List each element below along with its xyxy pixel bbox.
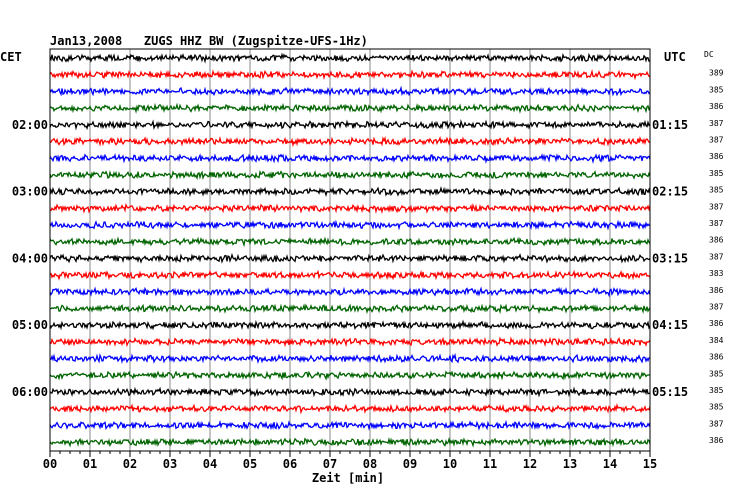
- cet-time-label: 06:00: [12, 385, 48, 399]
- dc-value: 386: [709, 102, 724, 111]
- trace-18: [49, 352, 651, 365]
- dc-value: 385: [709, 403, 724, 412]
- dc-value: 385: [709, 369, 724, 378]
- dc-value: 385: [709, 386, 724, 395]
- x-tick-label-03: 03: [163, 457, 177, 471]
- seismic-traces: [49, 52, 651, 448]
- trace-21: [49, 402, 651, 415]
- dc-value: 387: [709, 219, 724, 228]
- trace-16: [49, 319, 651, 331]
- dc-value: 386: [709, 436, 724, 445]
- x-tick-label-07: 07: [323, 457, 337, 471]
- trace-12: [49, 252, 651, 264]
- dc-value: 385: [709, 186, 724, 195]
- utc-time-label: 03:15: [652, 251, 688, 265]
- time-grid: [49, 49, 651, 451]
- dc-value: 383: [709, 269, 724, 278]
- x-tick-label-15: 15: [643, 457, 657, 471]
- trace-22: [49, 419, 651, 431]
- x-tick-label-14: 14: [603, 457, 617, 471]
- dc-value: 384: [709, 336, 724, 345]
- x-tick-label-02: 02: [123, 457, 137, 471]
- utc-time-label: 05:15: [652, 385, 688, 399]
- chart-title: Jan13,2008 ZUGS HHZ BW (Zugspitze-UFS-1H…: [50, 34, 368, 48]
- x-tick-label-13: 13: [563, 457, 577, 471]
- trace-6: [49, 153, 651, 165]
- x-tick-label-09: 09: [403, 457, 417, 471]
- x-tick-label-08: 08: [363, 457, 377, 471]
- trace-15: [49, 303, 651, 315]
- dc-value: 386: [709, 353, 724, 362]
- trace-9: [49, 202, 651, 215]
- dc-value: 387: [709, 119, 724, 128]
- x-tick-label-01: 01: [83, 457, 97, 471]
- trace-7: [49, 169, 651, 181]
- trace-4: [49, 119, 651, 131]
- trace-23: [49, 437, 651, 448]
- trace-19: [49, 370, 651, 381]
- dc-value: 386: [709, 236, 724, 245]
- x-tick-label-00: 00: [43, 457, 57, 471]
- dc-value: 387: [709, 202, 724, 211]
- trace-11: [49, 236, 651, 248]
- trace-2: [49, 85, 651, 97]
- dc-value: 387: [709, 303, 724, 312]
- dc-value: 385: [709, 85, 724, 94]
- x-tick-label-05: 05: [243, 457, 257, 471]
- utc-time-label: 02:15: [652, 185, 688, 199]
- dc-value: 385: [709, 169, 724, 178]
- x-tick-label-10: 10: [443, 457, 457, 471]
- utc-time-label: 04:15: [652, 318, 688, 332]
- cet-time-label: 02:00: [12, 118, 48, 132]
- dc-value: 387: [709, 252, 724, 261]
- trace-0: [49, 52, 651, 64]
- dc-values: 389 385 386 387 387 386 385 385 387 387 386 387 383 3…: [709, 69, 724, 445]
- time-labels: 02:00 03:00 04:00 05:00 06:00 01:15 02:15 03:15…: [12, 118, 688, 399]
- dc-value: 386: [709, 152, 724, 161]
- dc-value: 386: [709, 286, 724, 295]
- cet-time-label: 05:00: [12, 318, 48, 332]
- trace-20: [49, 386, 651, 398]
- trace-13: [49, 269, 651, 281]
- utc-time-label: 01:15: [652, 118, 688, 132]
- cet-time-label: 03:00: [12, 185, 48, 199]
- x-tick-label-11: 11: [483, 457, 497, 471]
- trace-5: [49, 135, 651, 148]
- trace-3: [49, 102, 651, 114]
- x-tick-label-04: 04: [203, 457, 217, 471]
- trace-14: [49, 286, 651, 298]
- dc-value: 389: [709, 69, 724, 78]
- trace-1: [49, 69, 651, 81]
- utc-axis-label: UTC: [664, 50, 686, 64]
- dc-value: 387: [709, 136, 724, 145]
- x-tick-label-06: 06: [283, 457, 297, 471]
- cet-time-label: 04:00: [12, 251, 48, 265]
- x-axis-label: Zeit [min]: [312, 471, 384, 485]
- trace-17: [50, 336, 651, 348]
- x-tick-label-12: 12: [523, 457, 537, 471]
- dc-value: 386: [709, 319, 724, 328]
- dc-header-label: DC: [704, 50, 714, 59]
- dc-value: 387: [709, 419, 724, 428]
- x-axis-ticks: 00 01 02 03 04 05 06 07 08 09 10 11 12 13 14 15: [43, 451, 657, 471]
- trace-8: [49, 186, 651, 198]
- cet-axis-label: CET: [0, 50, 22, 64]
- trace-10: [49, 219, 651, 231]
